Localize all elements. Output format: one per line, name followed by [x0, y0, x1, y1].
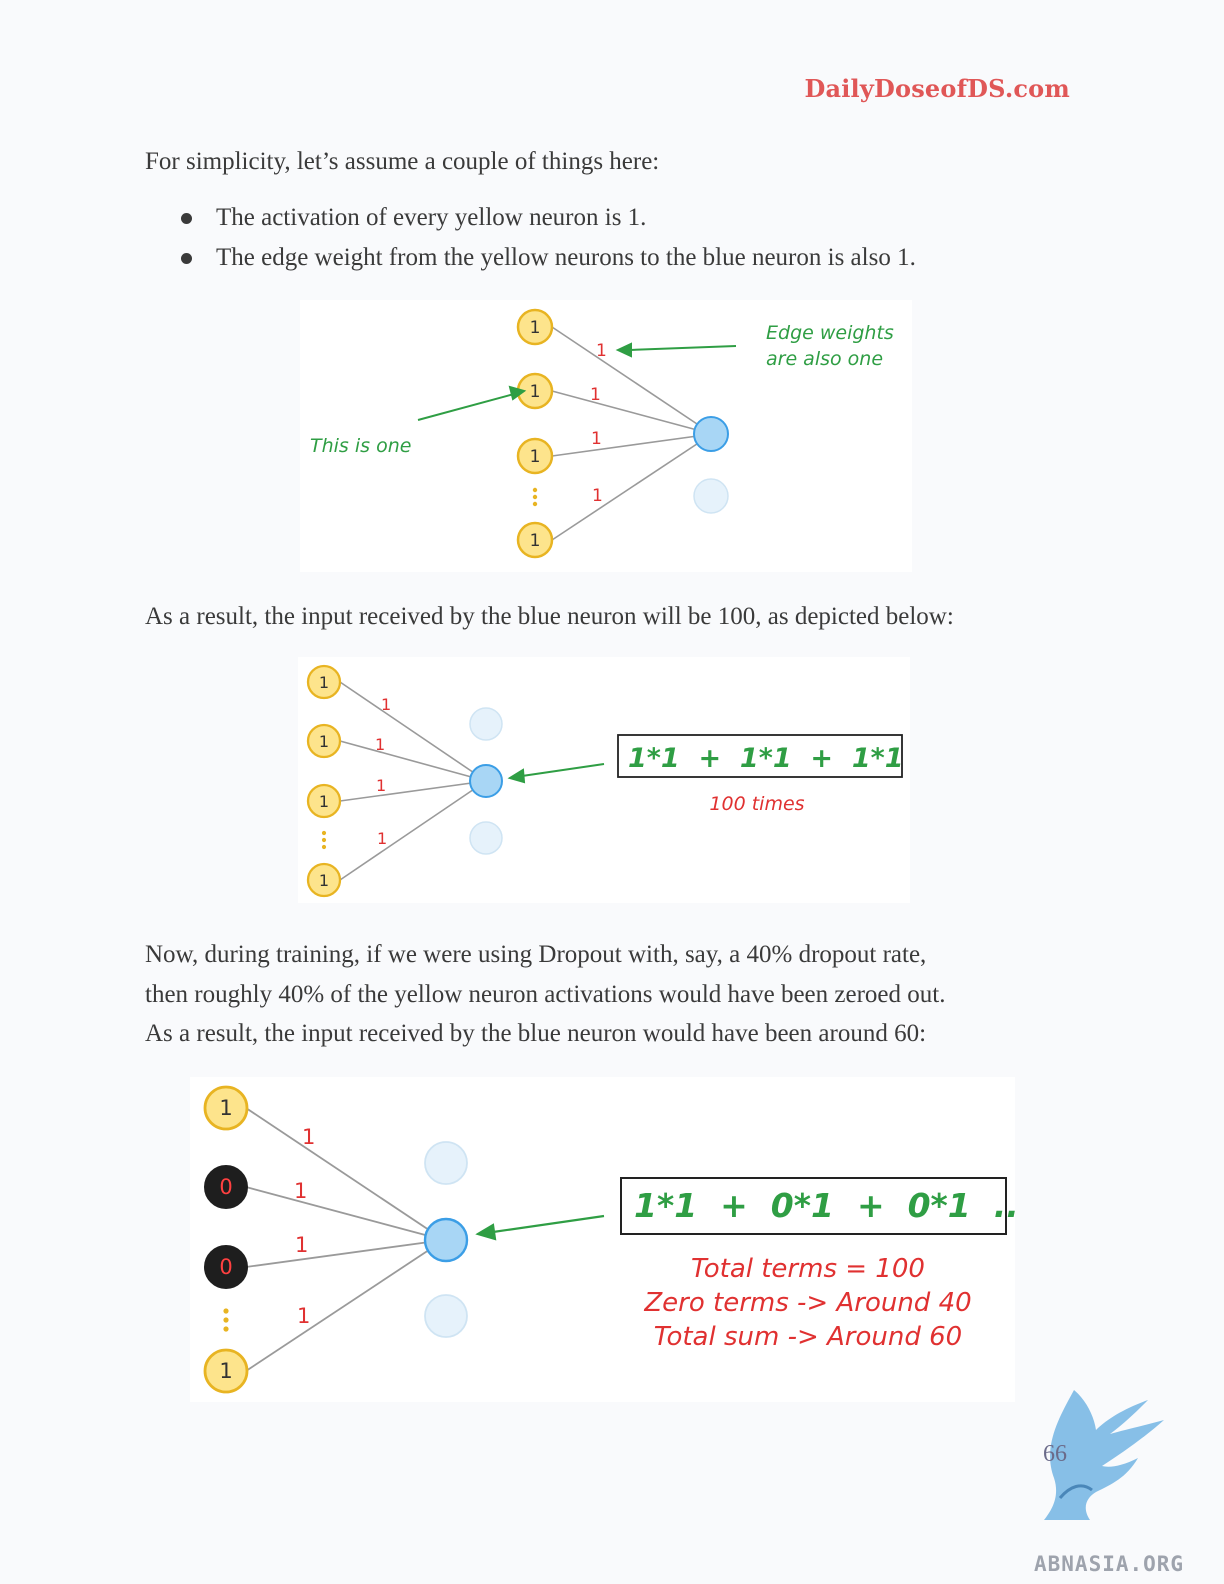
assumption-list: The activation of every yellow neuron is…: [145, 198, 1075, 278]
neuron-value: 1: [319, 871, 329, 890]
yellow-neuron: [203, 1348, 249, 1394]
bullet-icon: [181, 253, 192, 264]
figure-weights-and-activations: 1 1 1 1 1 1 1 1 This is one: [300, 300, 912, 572]
yellow-neuron: [516, 521, 554, 559]
sum-expression: 1*1 + 1*1 + 1*1 ...: [628, 743, 910, 774]
bullet-icon: [181, 213, 192, 224]
page-number: 66: [1043, 1441, 1067, 1467]
yellow-neuron: [516, 308, 554, 346]
faded-neuron: [469, 707, 503, 741]
blue-neuron: [693, 416, 729, 452]
ellipsis-icon: [321, 830, 327, 850]
figure-dropout-sum: 1 1 1 1 1 0 0 1 1*1 + 0*1 + 0*1 ... Tota…: [190, 1077, 1015, 1402]
ellipsis-icon: [532, 487, 538, 507]
text-line: then roughly 40% of the yellow neuron ac…: [145, 980, 946, 1008]
figure-input-sum: 1 1 1 1 1 1 1 1 1*1 + 1*1 + 1*1 ...: [298, 657, 910, 903]
list-item-text: The activation of every yellow neuron is…: [216, 204, 647, 231]
yellow-neuron: [306, 783, 342, 819]
edge-weight-label: 1: [592, 486, 603, 506]
neuron-value: 1: [530, 382, 541, 402]
faded-neuron: [693, 478, 729, 514]
edge-weight-label: 1: [294, 1179, 307, 1203]
annotation-right: Edge weights: [766, 322, 894, 344]
list-item-text: The edge weight from the yellow neurons …: [216, 244, 916, 271]
watermark-logo: [1030, 1386, 1170, 1526]
neuron-value: 0: [219, 1175, 232, 1199]
yellow-neuron: [516, 437, 554, 475]
expression-box: [620, 1177, 1007, 1235]
edge-line: [245, 1186, 445, 1241]
dropout-paragraph: Now, during training, if we were using D…: [145, 935, 1075, 1054]
neuron-value: 1: [319, 673, 329, 692]
arrowhead-icon: [507, 768, 526, 784]
blue-neuron: [469, 764, 503, 798]
edge-weight-label: 1: [596, 341, 607, 361]
arrow-icon: [521, 763, 605, 777]
edge-weight-label: 1: [591, 429, 602, 449]
text-line: Now, during training, if we were using D…: [145, 941, 927, 968]
note-line: Zero terms -> Around 40: [643, 1288, 971, 1318]
edge-line: [551, 390, 713, 435]
edge-line: [339, 780, 487, 802]
edge-line: [551, 433, 713, 457]
edge-line: [551, 433, 713, 541]
edge-line: [339, 780, 487, 881]
edge-weight-label: 1: [590, 385, 601, 405]
intro-text: For simplicity, let’s assume a couple of…: [145, 148, 660, 175]
neuron-value: 1: [219, 1096, 232, 1120]
edge-line: [245, 1107, 445, 1241]
neuron-value: 1: [530, 447, 541, 467]
faded-neuron: [424, 1294, 468, 1338]
site-name: DailyDoseofDS.com: [804, 74, 1070, 103]
expression-caption: 100 times: [709, 793, 804, 815]
result-text: As a result, the input received by the b…: [145, 603, 954, 630]
list-item: The activation of every yellow neuron is…: [145, 198, 1075, 238]
ellipsis-icon: [223, 1308, 229, 1332]
neuron-value: 1: [319, 732, 329, 751]
yellow-neuron: [306, 664, 342, 700]
arrow-icon: [492, 1214, 605, 1234]
edge-weight-label: 1: [377, 829, 387, 848]
edge-weight-label: 1: [376, 776, 386, 795]
dropped-neuron: [204, 1165, 248, 1209]
edge-line: [339, 740, 487, 782]
faded-neuron: [469, 821, 503, 855]
neuron-value: 1: [319, 792, 329, 811]
yellow-neuron: [203, 1085, 249, 1131]
edge-line: [551, 326, 713, 435]
list-item: The edge weight from the yellow neurons …: [145, 238, 1075, 278]
arrowhead-icon: [615, 342, 632, 358]
arrowhead-icon: [475, 1223, 497, 1241]
arrow-icon: [417, 393, 515, 421]
note-line: Total terms = 100: [691, 1254, 925, 1284]
neuron-value: 1: [219, 1359, 232, 1383]
edge-weight-label: 1: [375, 735, 385, 754]
edge-line: [245, 1239, 445, 1372]
yellow-neuron: [306, 862, 342, 898]
text-line: As a result, the input received by the b…: [145, 1020, 927, 1047]
sum-expression: 1*1 + 0*1 + 0*1 ...: [634, 1186, 1015, 1225]
blue-neuron: [423, 1217, 469, 1263]
dropped-neuron: [204, 1245, 248, 1289]
arrowhead-icon: [508, 385, 527, 401]
arrow-icon: [629, 345, 737, 351]
edge-weight-label: 1: [297, 1304, 310, 1328]
faded-neuron: [424, 1141, 468, 1185]
neuron-value: 0: [219, 1255, 232, 1279]
neuron-value: 1: [530, 318, 541, 338]
edge-weight-label: 1: [381, 695, 391, 714]
edge-line: [339, 681, 487, 782]
watermark-text: ABNASIA.ORG: [1034, 1552, 1185, 1576]
yellow-neuron: [306, 723, 342, 759]
note-line: Total sum -> Around 60: [654, 1322, 962, 1352]
annotation-left: This is one: [310, 435, 411, 457]
edge-weight-label: 1: [302, 1125, 315, 1149]
edge-weight-label: 1: [295, 1233, 308, 1257]
annotation-right: are also one: [766, 348, 883, 370]
edge-line: [245, 1239, 445, 1268]
neuron-value: 1: [530, 531, 541, 551]
expression-box: [617, 734, 903, 778]
